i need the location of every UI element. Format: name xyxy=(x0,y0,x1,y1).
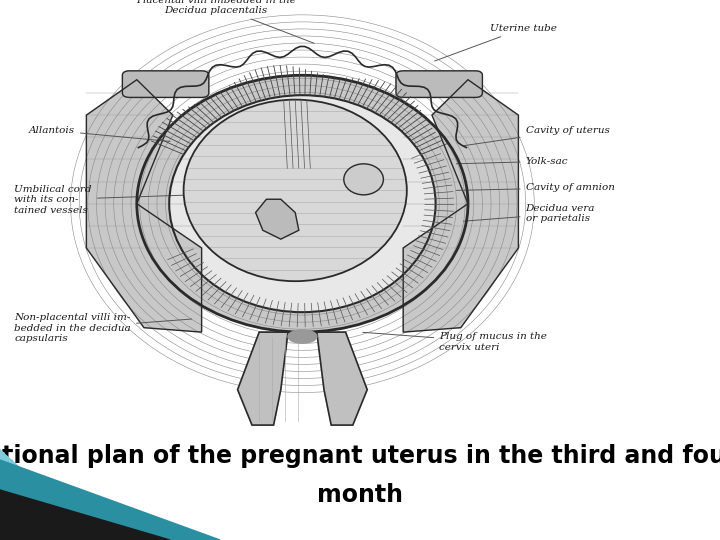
Text: Decidua vera
or parietalis: Decidua vera or parietalis xyxy=(464,204,595,224)
Text: Allantois: Allantois xyxy=(29,126,170,141)
FancyBboxPatch shape xyxy=(396,71,482,97)
Text: month: month xyxy=(317,483,403,507)
Polygon shape xyxy=(86,80,202,332)
Polygon shape xyxy=(0,490,170,540)
Polygon shape xyxy=(317,332,367,425)
Text: Plug of mucus in the
cervix uteri: Plug of mucus in the cervix uteri xyxy=(363,332,547,352)
Ellipse shape xyxy=(344,164,384,195)
Polygon shape xyxy=(0,450,100,540)
Text: Umbilical cord
with its con-
tained vessels: Umbilical cord with its con- tained vess… xyxy=(14,185,192,214)
FancyBboxPatch shape xyxy=(122,71,209,97)
Text: Uterine tube: Uterine tube xyxy=(435,24,557,61)
Ellipse shape xyxy=(288,330,317,343)
Text: Placental villi imbedded in the
Decidua placentalis: Placental villi imbedded in the Decidua … xyxy=(136,0,314,43)
Polygon shape xyxy=(238,332,288,425)
Polygon shape xyxy=(256,199,299,239)
Polygon shape xyxy=(403,80,518,332)
Text: Non-placental villi im-
bedded in the decidua
capsularis: Non-placental villi im- bedded in the de… xyxy=(14,313,192,343)
Ellipse shape xyxy=(184,99,407,281)
Polygon shape xyxy=(0,460,220,540)
Text: Sectional plan of the pregnant uterus in the third and fourth: Sectional plan of the pregnant uterus in… xyxy=(0,444,720,468)
Ellipse shape xyxy=(137,75,468,332)
Text: Yolk-sac: Yolk-sac xyxy=(456,157,568,166)
Ellipse shape xyxy=(169,95,436,312)
Text: Cavity of uterus: Cavity of uterus xyxy=(464,126,609,146)
Text: Cavity of amnion: Cavity of amnion xyxy=(456,184,614,192)
